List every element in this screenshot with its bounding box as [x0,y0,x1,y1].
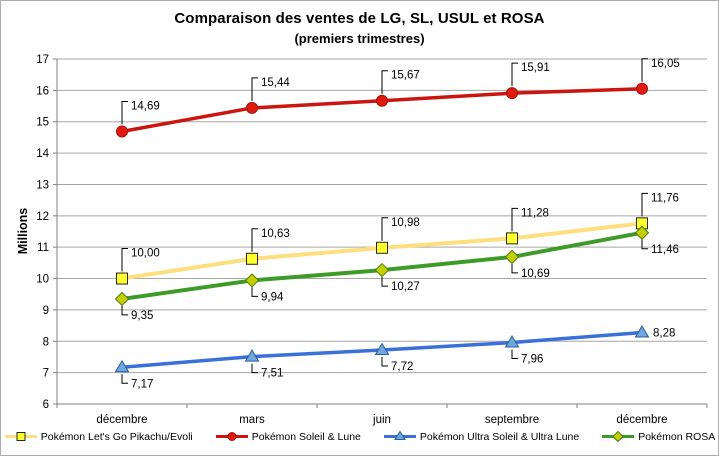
x-tick-label: juin [372,414,391,426]
data-label-leader [511,263,518,274]
y-tick-label: 15 [36,117,49,129]
square-marker-icon [376,241,388,254]
circle-marker-icon [636,82,648,95]
diamond-marker-icon [374,262,390,278]
data-label-leader [381,357,388,367]
diamond-marker-icon [634,225,650,240]
triangle-marker-icon [244,349,260,362]
data-label-leader [511,207,518,232]
data-label-leader [381,70,388,94]
data-label: 7,51 [261,368,283,380]
legend-label: Pokémon Soleil & Lune [251,430,361,443]
diamond-marker-icon [612,430,624,443]
data-label: 10,00 [131,248,160,260]
data-label-leader [381,277,388,287]
circle-marker-icon [506,87,518,100]
data-label: 11,46 [651,244,679,256]
data-label-leader [251,287,258,297]
data-label: 10,69 [521,268,550,280]
legend-item: Pokémon ROSA [601,430,715,443]
data-label-leader [121,248,128,272]
y-tick-label: 14 [36,148,49,160]
data-label: 8,28 [653,327,675,339]
x-tick-label: décembre [616,414,667,426]
data-label: 7,72 [391,361,413,373]
circle-marker-icon [246,101,258,114]
y-tick-label: 11 [37,242,49,254]
data-label: 15,91 [521,62,550,74]
y-tick-label: 8 [43,336,49,348]
data-label-leader [641,239,648,250]
square-marker-icon [506,232,518,245]
x-tick-label: septembre [485,414,539,426]
legend-label: Pokémon Ultra Soleil & Ultra Lune [419,430,580,443]
data-label: 9,94 [261,291,284,303]
triangle-marker-icon [504,335,520,348]
square-marker-icon [16,432,26,441]
x-tick-label: mars [239,414,265,426]
data-label-leader [511,62,518,87]
legend-marker [383,430,416,440]
data-label: 9,35 [131,310,153,322]
circle-marker-icon [116,125,128,138]
triangle-marker-icon [393,430,406,440]
y-tick-label: 6 [43,399,49,411]
chart-subtitle: (premiers trimestres) [294,31,425,46]
data-label-leader [641,192,648,217]
data-label: 7,96 [521,354,543,366]
y-tick-label: 12 [36,211,49,223]
square-marker-icon [116,272,128,285]
data-label-leader [511,349,518,360]
diamond-marker-icon [504,249,520,265]
data-label-leader [121,305,128,316]
legend-marker [602,430,635,443]
data-label-leader [121,374,128,384]
legend-label: Pokémon Let's Go Pikachu/Evoli [40,430,193,443]
data-label-leader [381,217,388,241]
legend-marker [215,432,248,441]
triangle-marker-icon [634,325,650,338]
diamond-marker-icon [114,291,130,307]
data-label: 15,67 [391,70,420,82]
data-label: 16,05 [651,58,680,70]
legend-marker [4,432,37,441]
data-label: 11,76 [651,192,679,204]
data-label: 14,69 [131,100,160,112]
legend-label: Pokémon ROSA [638,430,716,443]
data-label-leader [251,363,258,374]
square-marker-icon [246,252,258,265]
data-label: 10,98 [391,217,420,229]
x-tick-label: décembre [96,414,147,426]
legend-item: Pokémon Let's Go Pikachu/Evoli [4,430,193,443]
legend-item: Pokémon Soleil & Lune [215,430,361,443]
y-tick-label: 10 [36,274,49,286]
data-label: 15,44 [261,77,290,89]
data-label: 10,63 [261,228,290,240]
y-tick-label: 13 [36,179,49,191]
legend: Pokémon Let's Go Pikachu/Evoli Pokémon S… [1,430,718,443]
data-label-leader [121,100,128,125]
triangle-marker-icon [374,342,390,356]
data-label-leader [251,228,258,252]
y-tick-label: 9 [43,305,49,317]
legend-item: Pokémon Ultra Soleil & Ultra Lune [383,430,579,443]
circle-marker-icon [376,94,388,107]
data-label: 10,27 [391,281,420,293]
chart-title: Comparaison des ventes de LG, SL, USUL e… [174,10,545,27]
data-label: 11,28 [521,207,549,219]
data-label-leader [251,77,258,101]
triangle-marker-icon [114,359,130,373]
y-tick-label: 17 [36,54,49,66]
data-label-leader [641,58,648,82]
y-tick-label: 16 [36,85,49,97]
data-label: 7,17 [131,378,153,390]
diamond-marker-icon [244,273,260,288]
circle-marker-icon [227,432,237,441]
y-tick-label: 7 [43,368,49,380]
